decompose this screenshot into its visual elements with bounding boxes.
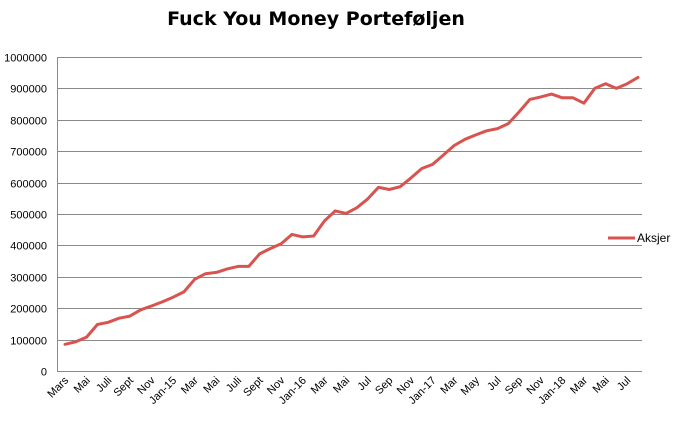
gridlines: [57, 57, 642, 372]
y-tick-label: 200000: [10, 304, 47, 316]
x-tick-label: Sept: [111, 375, 135, 399]
x-tick-label: Mar: [568, 374, 590, 396]
y-tick-label: 600000: [10, 179, 47, 191]
legend-label-aksjer: Aksjer: [637, 231, 670, 245]
y-tick-label: 500000: [10, 210, 47, 222]
y-axis-tick-labels: 0 100000 200000 300000 400000 500000 600000 700…: [4, 53, 47, 379]
x-tick-label: Mar: [179, 374, 201, 396]
series-line-aksjer: [63, 75, 640, 346]
x-tick-label: Mar: [309, 374, 331, 396]
x-tick-label: Jul: [615, 375, 633, 393]
y-tick-label: 800000: [10, 116, 47, 128]
x-tick-label: Mai: [591, 375, 612, 396]
x-tick-label: Jul: [355, 375, 373, 393]
y-tick-label: 100000: [10, 336, 47, 348]
x-tick-label: Sept: [241, 375, 265, 399]
chart-title: Fuck You Money Porteføljen: [167, 8, 465, 30]
y-tick-label: 900000: [10, 84, 47, 96]
y-tick-label: 400000: [10, 241, 47, 253]
x-tick-label: Mai: [72, 375, 93, 396]
x-tick-label: Mar: [438, 374, 460, 396]
x-tick-label: May: [459, 374, 483, 398]
x-tick-label: Mai: [331, 375, 352, 396]
legend: Aksjer: [608, 231, 670, 245]
y-tick-label: 300000: [10, 273, 47, 285]
y-tick-label: 0: [41, 367, 47, 379]
x-tick-label: Mars: [45, 374, 71, 400]
x-tick-label: Sep: [373, 375, 395, 397]
y-tick-label: 700000: [10, 147, 47, 159]
x-tick-label: Jul: [485, 375, 503, 393]
x-tick-label: Sep: [503, 375, 525, 397]
x-tick-label: Mai: [201, 375, 222, 396]
series-group: [63, 75, 640, 346]
y-tick-label: 1000000: [4, 53, 47, 65]
